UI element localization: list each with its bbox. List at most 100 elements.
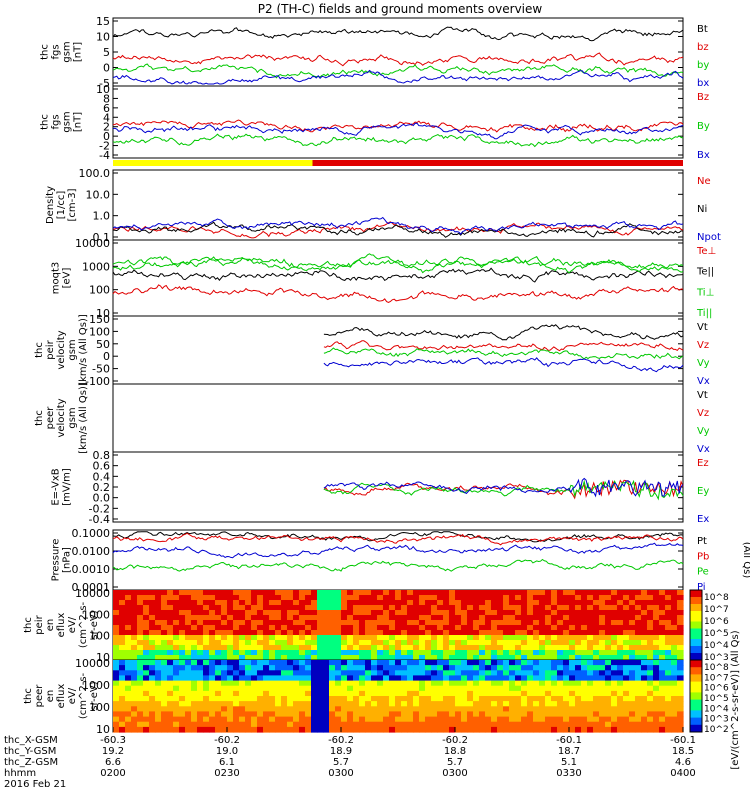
- heatmap-cell: [419, 630, 426, 636]
- heatmap-cell: [563, 615, 570, 621]
- y-axis-label: [eV]: [62, 268, 73, 289]
- heatmap-cell: [149, 625, 156, 631]
- heatmap-cell: [215, 690, 222, 697]
- heatmap-cell: [125, 655, 132, 661]
- heatmap-cell: [593, 670, 600, 676]
- heatmap-cell: [497, 590, 504, 596]
- heatmap-cell: [473, 635, 480, 641]
- heatmap-cell: [407, 610, 414, 616]
- heatmap-cell: [629, 716, 636, 723]
- heatmap-cell: [161, 655, 168, 661]
- heatmap-cell: [239, 685, 246, 692]
- heatmap-cell: [263, 690, 270, 697]
- heatmap-cell: [521, 610, 528, 616]
- heatmap-cell: [329, 675, 336, 682]
- heatmap-cell: [173, 655, 180, 661]
- heatmap-cell: [551, 680, 558, 687]
- heatmap-cell: [359, 660, 366, 666]
- heatmap-cell: [299, 701, 306, 707]
- colorbar-segment: [690, 663, 702, 668]
- heatmap-cell: [647, 655, 654, 661]
- heatmap-cell: [659, 615, 666, 621]
- heatmap-cell: [269, 590, 276, 596]
- heatmap-cell: [293, 650, 300, 656]
- heatmap-cell: [581, 605, 588, 611]
- heatmap-cell: [473, 645, 480, 651]
- heatmap-cell: [425, 726, 432, 733]
- y-tick-label: 0: [103, 130, 110, 143]
- heatmap-cell: [389, 610, 396, 616]
- heatmap-cell: [545, 640, 552, 646]
- heatmap-cell: [431, 640, 438, 646]
- heatmap-cell: [569, 670, 576, 676]
- heatmap-cell: [311, 721, 318, 728]
- heatmap-cell: [443, 701, 450, 707]
- heatmap-cell: [191, 635, 198, 641]
- y-tick-label: 0.4: [93, 470, 111, 483]
- heatmap-cell: [395, 635, 402, 641]
- heatmap-cell: [527, 716, 534, 723]
- heatmap-cell: [215, 701, 222, 707]
- heatmap-cell: [449, 610, 456, 616]
- heatmap-cell: [377, 590, 384, 596]
- heatmap-cell: [371, 590, 378, 596]
- heatmap-cell: [677, 706, 684, 712]
- heatmap-cell: [443, 615, 450, 621]
- heatmap-cell: [215, 625, 222, 631]
- y-axis-label: fgs: [51, 114, 62, 129]
- heatmap-cell: [545, 605, 552, 611]
- heatmap-cell: [341, 690, 348, 697]
- heatmap-cell: [467, 696, 474, 702]
- heatmap-cell: [353, 685, 360, 692]
- heatmap-cell: [167, 680, 174, 687]
- heatmap-cell: [113, 711, 120, 718]
- heatmap-cell: [401, 635, 408, 641]
- heatmap-cell: [581, 600, 588, 606]
- heatmap-cell: [125, 721, 132, 728]
- y-tick-label: 6: [103, 102, 110, 115]
- heatmap-cell: [533, 650, 540, 656]
- heatmap-cell: [671, 605, 678, 611]
- heatmap-cell: [515, 690, 522, 697]
- heatmap-cell: [185, 655, 192, 661]
- heatmap-cell: [293, 625, 300, 631]
- heatmap-cell: [611, 701, 618, 707]
- heatmap-cell: [545, 706, 552, 712]
- heatmap-cell: [485, 595, 492, 601]
- heatmap-cell: [623, 680, 630, 687]
- heatmap-cell: [491, 696, 498, 702]
- footer-value: 18.7: [558, 746, 580, 757]
- heatmap-cell: [287, 680, 294, 687]
- heatmap-cell: [599, 701, 606, 707]
- heatmap-cell: [161, 690, 168, 697]
- heatmap-cell: [383, 721, 390, 728]
- heatmap-cell: [497, 690, 504, 697]
- heatmap-cell: [203, 640, 210, 646]
- heatmap-cell: [641, 640, 648, 646]
- heatmap-cell: [203, 650, 210, 656]
- heatmap-cell: [215, 685, 222, 692]
- heatmap-cell: [125, 625, 132, 631]
- heatmap-cell: [563, 620, 570, 626]
- heatmap-cell: [569, 665, 576, 671]
- heatmap-cell: [317, 655, 324, 661]
- heatmap-cell: [293, 706, 300, 712]
- heatmap-cell: [251, 605, 258, 611]
- heatmap-cell: [515, 640, 522, 646]
- heatmap-cell: [641, 625, 648, 631]
- heatmap-cell: [503, 726, 510, 733]
- heatmap-cell: [383, 726, 390, 733]
- heatmap-cell: [155, 640, 162, 646]
- heatmap-cell: [641, 590, 648, 596]
- y-axis-label: eV/: [67, 687, 78, 704]
- heatmap-cell: [197, 701, 204, 707]
- heatmap-cell: [311, 711, 318, 718]
- heatmap-cell: [305, 675, 312, 682]
- series-vt-line: [323, 324, 684, 341]
- heatmap-cell: [485, 610, 492, 616]
- heatmap-cell: [191, 590, 198, 596]
- heatmap-cell: [407, 721, 414, 728]
- y-tick-label: 0.2: [93, 481, 111, 494]
- heatmap-cell: [389, 640, 396, 646]
- heatmap-cell: [479, 721, 486, 728]
